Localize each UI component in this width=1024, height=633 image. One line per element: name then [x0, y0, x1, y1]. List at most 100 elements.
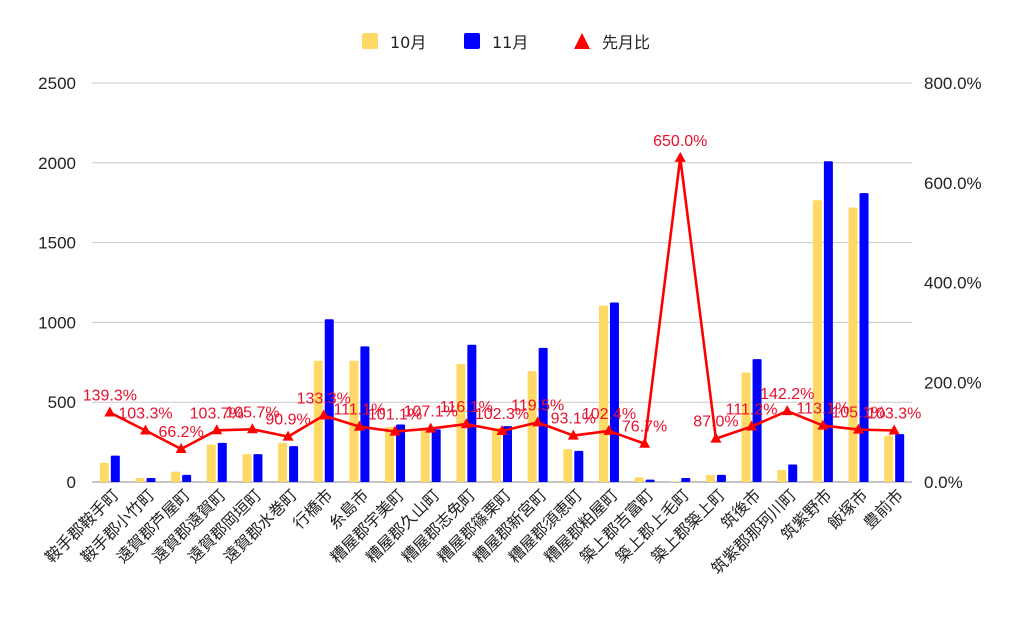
bar-nov: [859, 193, 869, 482]
ratio-point: [246, 423, 258, 434]
bar-nov: [752, 359, 762, 482]
ratio-data-label: 105.1%: [831, 405, 885, 422]
bar-oct: [777, 470, 787, 482]
bar-oct: [884, 435, 894, 482]
y-left-tick-label: 500: [48, 393, 76, 412]
ratio-data-label: 66.2%: [158, 424, 203, 441]
bar-nov: [146, 478, 156, 482]
ratio-data-label: 111.1%: [333, 402, 385, 419]
bar-oct: [456, 363, 466, 482]
legend-label: 先月比: [602, 33, 650, 52]
y-right-tick-label: 400.0%: [924, 274, 982, 293]
bar-nov: [645, 479, 655, 482]
y-axis-right: 0.0% 200.0% 400.0% 600.0% 800.0%: [924, 74, 982, 492]
ratio-line: [104, 151, 900, 453]
ratio-point: [353, 420, 365, 431]
bar-nov: [823, 161, 833, 483]
ratio-point: [817, 419, 829, 430]
bar-nov: [182, 474, 192, 482]
bar-nov: [895, 434, 905, 482]
y-left-tick-label: 1500: [38, 234, 76, 253]
ratio-data-label: 93.1%: [551, 411, 596, 428]
x-axis: 鞍手郡鞍手町鞍手郡小竹町遠賀郡芦屋町遠賀郡遠賀町遠賀郡岡垣町遠賀郡水巻町行橋市糸…: [41, 485, 907, 578]
y-left-tick-label: 0: [67, 473, 76, 492]
ratio-data-label: 111.2%: [726, 402, 778, 419]
ratio-data-label: 133.3%: [297, 391, 351, 408]
ratio-point: [710, 432, 722, 443]
ratio-point: [175, 442, 187, 453]
ratio-point: [389, 425, 401, 436]
bar-oct: [99, 462, 109, 482]
bar-oct: [492, 427, 501, 482]
ratio-point: [532, 416, 544, 427]
bar-nov: [716, 474, 726, 482]
ratio-point: [496, 424, 508, 435]
bar-nov: [503, 426, 512, 482]
legend-label: 10月: [390, 33, 426, 52]
legend-swatch: [464, 33, 480, 49]
y-right-tick-label: 0.0%: [924, 473, 963, 492]
ratio-point: [781, 405, 793, 416]
y-right-tick-label: 600.0%: [924, 174, 982, 193]
y-right-tick-label: 800.0%: [924, 74, 982, 93]
bar-oct: [313, 360, 323, 482]
ratio-data-label: 139.3%: [83, 388, 137, 405]
legend-swatch: [574, 33, 590, 49]
ratio-data-label: 76.7%: [622, 419, 667, 436]
ratio-data-label: 119.5%: [511, 397, 564, 414]
bar-oct: [598, 305, 608, 482]
bar-oct: [563, 449, 573, 482]
legend-swatch: [362, 33, 378, 49]
bar-oct: [527, 371, 537, 482]
ratio-data-label: 101.1%: [368, 407, 422, 424]
y-left-tick-label: 1000: [38, 313, 76, 332]
ratio-point: [888, 424, 900, 435]
x-tick-label: 行橋市: [289, 485, 336, 532]
bar-nov: [538, 347, 548, 482]
ratio-point: [425, 422, 437, 433]
bar-nov: [360, 346, 370, 482]
data-labels: 139.3%103.3%66.2%103.7%105.7%90.9%133.3%…: [83, 133, 922, 441]
ratio-point: [567, 429, 579, 440]
ratio-data-label: 87.0%: [693, 414, 738, 431]
bar-oct: [171, 471, 181, 482]
ratio-point: [639, 437, 651, 448]
ratio-point: [746, 420, 758, 431]
x-tick-label: 豊前市: [860, 485, 907, 532]
legend-label: 11月: [492, 33, 528, 52]
bar-nov: [788, 464, 798, 482]
bar-oct: [848, 207, 858, 482]
y-left-tick-label: 2500: [38, 74, 76, 93]
ratio-data-label: 103.3%: [118, 405, 172, 422]
ratio-point: [211, 424, 223, 435]
ratio-data-label: 650.0%: [653, 133, 707, 150]
x-tick-label: 飯塚市: [824, 485, 871, 532]
ratio-data-label: 103.3%: [867, 405, 921, 422]
bar-oct: [242, 454, 252, 482]
bar-oct: [705, 474, 715, 482]
bar-oct: [349, 360, 359, 482]
bar-nov: [324, 319, 334, 482]
ratio-data-label: 142.2%: [760, 386, 814, 403]
ratio-data-label: 102.4%: [582, 406, 636, 423]
ratio-data-label: 103.7%: [190, 405, 244, 422]
ratio-point: [674, 151, 686, 162]
legend: 10月 11月 先月比: [362, 33, 650, 52]
bar-nov: [681, 478, 691, 482]
bar-nov: [467, 344, 477, 482]
bar-nov: [396, 424, 406, 482]
ratio-data-label: 105.7%: [225, 404, 279, 421]
ratio-data-label: 102.3%: [475, 406, 529, 423]
ratio-point: [460, 418, 472, 429]
bar-oct: [420, 428, 430, 482]
bar-nov: [609, 302, 619, 482]
bars: [99, 161, 905, 483]
bar-oct: [206, 444, 216, 482]
gridlines: [92, 82, 912, 483]
bar-nov: [110, 455, 120, 482]
bar-oct: [812, 200, 822, 482]
bar-nov: [574, 450, 584, 482]
bar-oct: [135, 478, 145, 482]
bar-oct: [385, 426, 395, 482]
ratio-point: [603, 424, 615, 435]
